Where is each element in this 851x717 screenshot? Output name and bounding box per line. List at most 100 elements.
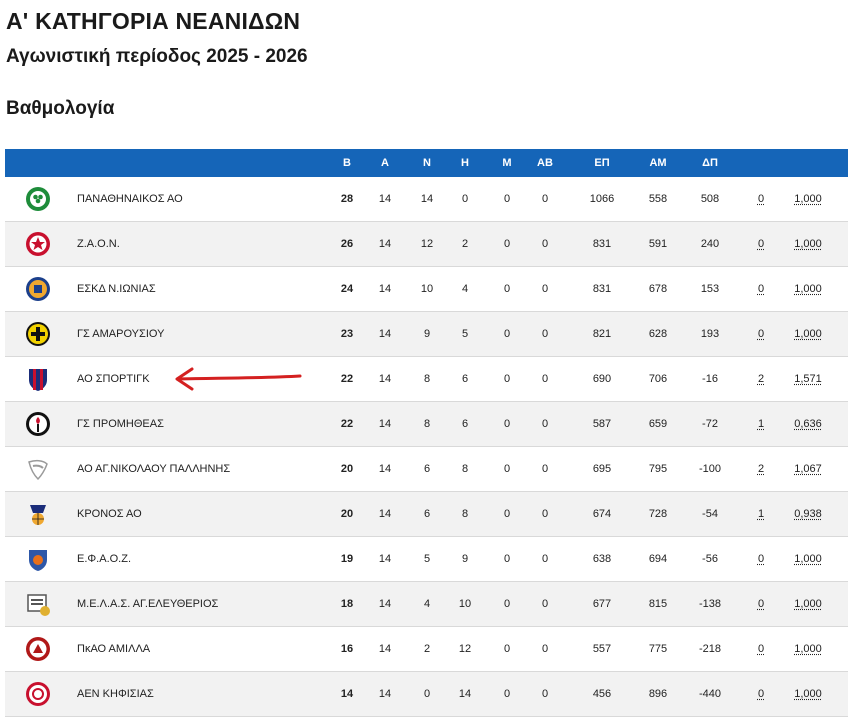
team-name: ΓΣ ΠΡΟΜΗΘΕΑΣ	[77, 418, 164, 430]
cell-points-for: 695	[592, 463, 612, 475]
cell-games: 14	[378, 283, 392, 295]
ratio-value: 1,000	[794, 643, 822, 655]
col-header-points-against[interactable]: ΑΜ	[649, 157, 667, 169]
cell-point-diff: -16	[702, 373, 718, 385]
cell-ab: 0	[541, 373, 549, 385]
cell-ab: 0	[541, 508, 549, 520]
red-arrow-annotation	[175, 367, 302, 391]
season-subtitle: Αγωνιστική περίοδος 2025 - 2026	[6, 46, 308, 67]
tiebreak-count-link[interactable]: 0	[749, 312, 773, 356]
tiebreak-count: 0	[757, 193, 765, 205]
ratio-link[interactable]: 1,000	[783, 627, 833, 671]
cell-points: 20	[340, 508, 354, 520]
tiebreak-count-link[interactable]: 0	[749, 537, 773, 581]
cross-logo	[23, 312, 53, 356]
table-row: ΓΣ ΑΜΑΡΟΥΣΙΟΥ 23 14 9 5 0 0 821 628 193 0 1,000	[5, 312, 848, 357]
table-row: ΓΣ ΠΡΟΜΗΘΕΑΣ 22 14 8 6 0 0 587 659 -72 1 0,636	[5, 402, 848, 447]
ratio-value: 0,938	[794, 508, 822, 520]
cell-points: 22	[340, 418, 354, 430]
ratio-value: 1,067	[794, 463, 822, 475]
tiebreak-count-link[interactable]: 0	[749, 267, 773, 311]
cell-games: 14	[378, 238, 392, 250]
ratio-link[interactable]: 1,000	[783, 222, 833, 266]
tiebreak-count-link[interactable]: 2	[749, 357, 773, 401]
cell-point-diff: 193	[700, 328, 720, 340]
cell-points-against: 706	[648, 373, 668, 385]
tiebreak-count-link[interactable]: 1	[749, 492, 773, 536]
cell-losses: 8	[461, 508, 469, 520]
cell-games: 14	[378, 418, 392, 430]
cell-points-against: 694	[648, 553, 668, 565]
tiebreak-count: 0	[757, 688, 765, 700]
cell-wins: 9	[423, 328, 431, 340]
cell-ab: 0	[541, 418, 549, 430]
team-name: ΠκΑΟ ΑΜΙΛΛΑ	[77, 643, 151, 655]
efaoz-logo	[23, 537, 53, 581]
cell-wins: 2	[423, 643, 431, 655]
ratio-value: 1,571	[794, 373, 822, 385]
clover-logo	[23, 177, 53, 221]
table-row: ΑΟ ΑΓ.ΝΙΚΟΛΑΟΥ ΠΑΛΛΗΝΗΣ 20 14 6 8 0 0 695 795 -10…	[5, 447, 848, 492]
ratio-link[interactable]: 0,938	[783, 492, 833, 536]
ratio-value: 1,000	[794, 238, 822, 250]
cell-games: 14	[378, 508, 392, 520]
cell-ab: 0	[541, 463, 549, 475]
tiebreak-count-link[interactable]: 0	[749, 222, 773, 266]
cell-points-for: 831	[592, 283, 612, 295]
cell-games: 14	[378, 328, 392, 340]
cell-games: 14	[378, 373, 392, 385]
tiebreak-count-link[interactable]: 0	[749, 582, 773, 626]
ratio-link[interactable]: 1,000	[783, 537, 833, 581]
col-header-point-diff[interactable]: ΔΠ	[702, 157, 718, 169]
cell-wins: 12	[420, 238, 434, 250]
cell-points-for: 557	[592, 643, 612, 655]
table-row: ΠκΑΟ ΑΜΙΛΛΑ 16 14 2 12 0 0 557 775 -218 0 1,000	[5, 627, 848, 672]
ratio-link[interactable]: 1,067	[783, 447, 833, 491]
ratio-link[interactable]: 1,000	[783, 312, 833, 356]
cell-points-against: 558	[648, 193, 668, 205]
page-title: Α' ΚΑΤΗΓΟΡΙΑ ΝΕΑΝΙΔΩΝ	[6, 8, 301, 34]
ratio-value: 1,000	[794, 553, 822, 565]
tiebreak-count-link[interactable]: 1	[749, 402, 773, 446]
col-header-ab[interactable]: ΑΒ	[537, 157, 553, 169]
ratio-link[interactable]: 1,000	[783, 177, 833, 221]
cell-m: 0	[503, 553, 511, 565]
col-header-wins[interactable]: Ν	[423, 157, 431, 169]
cell-ab: 0	[541, 553, 549, 565]
tiebreak-count: 2	[757, 373, 765, 385]
cell-m: 0	[503, 238, 511, 250]
cell-points-against: 628	[648, 328, 668, 340]
crest-logo	[23, 267, 53, 311]
col-header-losses[interactable]: Η	[461, 157, 469, 169]
cell-points-for: 831	[592, 238, 612, 250]
ratio-link[interactable]: 1,000	[783, 267, 833, 311]
cell-m: 0	[503, 373, 511, 385]
col-header-points-for[interactable]: ΕΠ	[594, 157, 610, 169]
cell-games: 14	[378, 643, 392, 655]
ratio-value: 1,000	[794, 598, 822, 610]
team-name: ΕΣΚΔ Ν.ΙΩΝΙΑΣ	[77, 283, 156, 295]
cell-m: 0	[503, 418, 511, 430]
col-header-m[interactable]: Μ	[502, 157, 512, 169]
cell-wins: 14	[420, 193, 434, 205]
team-name: Ε.Φ.Α.Ο.Ζ.	[77, 553, 132, 565]
tiebreak-count-link[interactable]: 0	[749, 177, 773, 221]
ratio-link[interactable]: 1,571	[783, 357, 833, 401]
cell-m: 0	[503, 463, 511, 475]
cell-points-for: 587	[592, 418, 612, 430]
tiebreak-count-link[interactable]: 0	[749, 627, 773, 671]
tiebreak-count: 0	[757, 553, 765, 565]
cell-wins: 0	[423, 688, 431, 700]
tiebreak-count-link[interactable]: 2	[749, 447, 773, 491]
ratio-link[interactable]: 1,000	[783, 672, 833, 716]
ratio-link[interactable]: 0,636	[783, 402, 833, 446]
cell-losses: 8	[461, 463, 469, 475]
tiebreak-count-link[interactable]: 0	[749, 672, 773, 716]
torch-logo	[23, 402, 53, 446]
team-name: Ζ.Α.Ο.Ν.	[77, 238, 120, 250]
col-header-points[interactable]: Β	[343, 157, 351, 169]
ratio-link[interactable]: 1,000	[783, 582, 833, 626]
col-header-games[interactable]: Α	[381, 157, 389, 169]
cell-m: 0	[503, 688, 511, 700]
cell-losses: 9	[461, 553, 469, 565]
